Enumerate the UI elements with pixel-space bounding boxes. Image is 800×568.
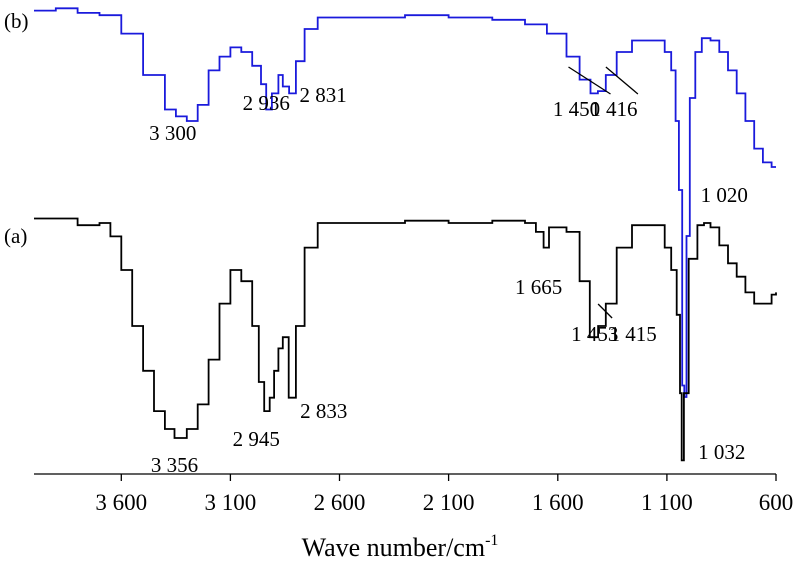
peak-leader-b-1416	[605, 66, 639, 95]
series-label-a: (a)	[4, 224, 27, 248]
peak-label-a-2833: 2 833	[300, 399, 347, 423]
x-tick-label-3600: 3 600	[95, 490, 147, 515]
peak-label-b-1450: 1 450	[553, 97, 600, 121]
x-tick-label-600: 600	[759, 490, 794, 515]
peak-label-b-1020: 1 020	[701, 183, 748, 207]
peak-label-a-1453: 1 453	[571, 322, 618, 346]
peak-leader-b-1450	[568, 66, 611, 95]
peak-label-b-2831: 2 831	[299, 83, 346, 107]
x-tick-label-2600: 2 600	[314, 490, 366, 515]
x-tick-label-3100: 3 100	[205, 490, 257, 515]
peak-label-b-2936: 2 936	[243, 91, 290, 115]
peak-label-a-1415: 1 415	[609, 322, 656, 346]
x-axis-title-superscript: -1	[485, 532, 498, 549]
x-tick-label-2100: 2 100	[423, 490, 475, 515]
spectrum-line-b	[34, 7, 776, 398]
spectrum-line-a	[34, 217, 777, 462]
peak-label-b-1416: 1 416	[590, 97, 637, 121]
series-label-b: (b)	[4, 9, 29, 33]
peak-label-a-2945: 2 945	[233, 427, 280, 451]
x-axis-title: Wave number/cm-1	[302, 532, 499, 562]
peak-label-b-3300: 3 300	[149, 121, 196, 145]
peak-label-a-1665: 1 665	[515, 275, 562, 299]
peak-leader-a-1415	[597, 303, 613, 319]
peak-label-a-3356: 3 356	[151, 453, 198, 477]
x-tick-label-1100: 1 100	[641, 490, 693, 515]
x-axis-title-main: Wave number/cm	[302, 533, 485, 562]
x-tick-label-1600: 1 600	[532, 490, 584, 515]
peak-label-a-1032: 1 032	[698, 440, 745, 464]
